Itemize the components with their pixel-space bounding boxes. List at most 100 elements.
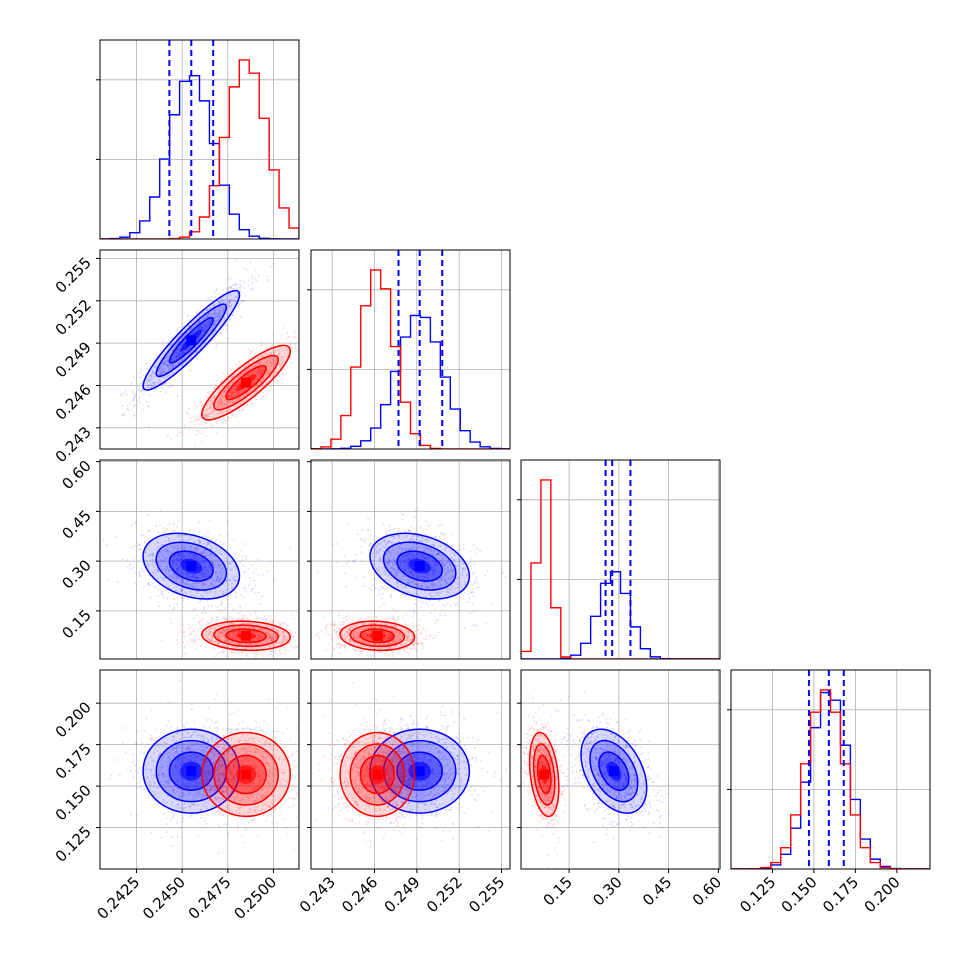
blue-sample-point <box>470 558 472 560</box>
blue-sample-point <box>107 579 109 581</box>
blue-sample-point <box>165 391 167 393</box>
blue-sample-point <box>121 395 123 397</box>
red-sample-point <box>201 440 203 442</box>
blue-sample-point <box>471 591 473 593</box>
blue-sample-point <box>370 535 372 537</box>
blue-sample-point <box>394 610 396 612</box>
blue-sample-point <box>398 528 400 530</box>
blue-sample-point <box>420 526 422 528</box>
blue-sample-point <box>187 314 189 316</box>
red-sample-point <box>230 650 232 652</box>
red-sample-point <box>294 329 296 331</box>
blue-sample-point <box>123 414 125 416</box>
blue-sample-point <box>145 363 147 365</box>
red-sample-point <box>188 429 190 431</box>
red-sample-point <box>413 625 415 627</box>
blue-sample-point <box>391 588 393 590</box>
blue-sample-point <box>215 347 217 349</box>
blue-sample-point <box>348 560 350 562</box>
red-sample-point <box>198 430 200 432</box>
blue-sample-point <box>375 587 377 589</box>
blue-sample-point <box>170 385 172 387</box>
red-sample-point <box>188 623 190 625</box>
blue-sample-point <box>143 586 145 588</box>
red-sample-point <box>178 625 180 627</box>
blue-sample-point <box>139 544 141 546</box>
blue-sample-point <box>262 574 264 576</box>
blue-sample-point <box>121 414 123 416</box>
red-sample-point <box>216 375 218 377</box>
red-sample-point <box>199 432 201 434</box>
blue-sample-point <box>378 590 380 592</box>
red-sample-point <box>214 383 216 385</box>
blue-sample-point <box>127 405 129 407</box>
red-sample-point <box>265 620 267 622</box>
red-sample-point <box>223 609 225 611</box>
red-sample-point <box>184 428 186 430</box>
red-sample-point <box>267 617 269 619</box>
blue-sample-point <box>206 600 208 602</box>
red-sample-point <box>267 347 269 349</box>
red-sample-point <box>295 348 297 350</box>
blue-sample-point <box>218 535 220 537</box>
blue-sample-point <box>181 597 183 599</box>
blue-sample-point <box>211 538 213 540</box>
red-sample-point <box>261 344 263 346</box>
red-sample-point <box>327 643 329 645</box>
blue-sample-point <box>183 599 185 601</box>
blue-sample-point <box>162 340 164 342</box>
red-sample-point <box>269 344 271 346</box>
blue-sample-point <box>468 562 470 564</box>
red-sample-point <box>302 355 304 357</box>
panel-2-2-content <box>521 460 720 659</box>
blue-sample-point <box>158 605 160 607</box>
blue-sample-point <box>148 584 150 586</box>
blue-sample-point <box>360 537 362 539</box>
blue-sample-point <box>218 294 220 296</box>
red-sample-point <box>277 380 279 382</box>
red-sample-point <box>263 615 265 617</box>
blue-sample-point <box>225 329 227 331</box>
red-sample-point <box>415 633 417 635</box>
red-sample-point <box>241 615 243 617</box>
blue-sample-point <box>450 545 452 547</box>
blue-sample-point <box>137 399 139 401</box>
red-sample-point <box>211 619 213 621</box>
blue-sample-point <box>229 286 231 288</box>
blue-sample-point <box>404 530 406 532</box>
blue-sample-point <box>388 525 390 527</box>
red-sample-point <box>283 623 285 625</box>
blue-sample-point <box>133 376 135 378</box>
red-sample-point <box>171 622 173 624</box>
blue-sample-point <box>193 617 195 619</box>
blue-sample-point <box>240 316 242 318</box>
blue-sample-point <box>163 531 165 533</box>
red-sample-point <box>232 415 234 417</box>
red-sample-point <box>194 401 196 403</box>
blue-sample-point <box>102 539 104 541</box>
blue-sample-point <box>249 261 251 263</box>
red-sample-point <box>405 613 407 615</box>
blue-sample-point <box>261 595 263 597</box>
red-sample-point <box>170 619 172 621</box>
red-sample-point <box>199 414 201 416</box>
red-sample-point <box>220 419 222 421</box>
red-sample-point <box>336 628 338 630</box>
blue-sample-point <box>475 552 477 554</box>
red-sample-point <box>246 618 248 620</box>
blue-sample-point <box>258 574 260 576</box>
blue-sample-point <box>208 344 210 346</box>
blue-sample-point <box>147 582 149 584</box>
red-sample-point <box>317 331 319 333</box>
blue-sample-point <box>240 280 242 282</box>
blue-sample-point <box>347 522 349 524</box>
blue-sample-point <box>422 601 424 603</box>
blue-sample-point <box>394 528 396 530</box>
red-sample-point <box>201 432 203 434</box>
blue-sample-point <box>370 543 372 545</box>
red-sample-point <box>282 374 284 376</box>
red-sample-point <box>205 623 207 625</box>
blue-sample-point <box>444 537 446 539</box>
red-sample-point <box>222 652 224 654</box>
red-sample-point <box>354 651 356 653</box>
